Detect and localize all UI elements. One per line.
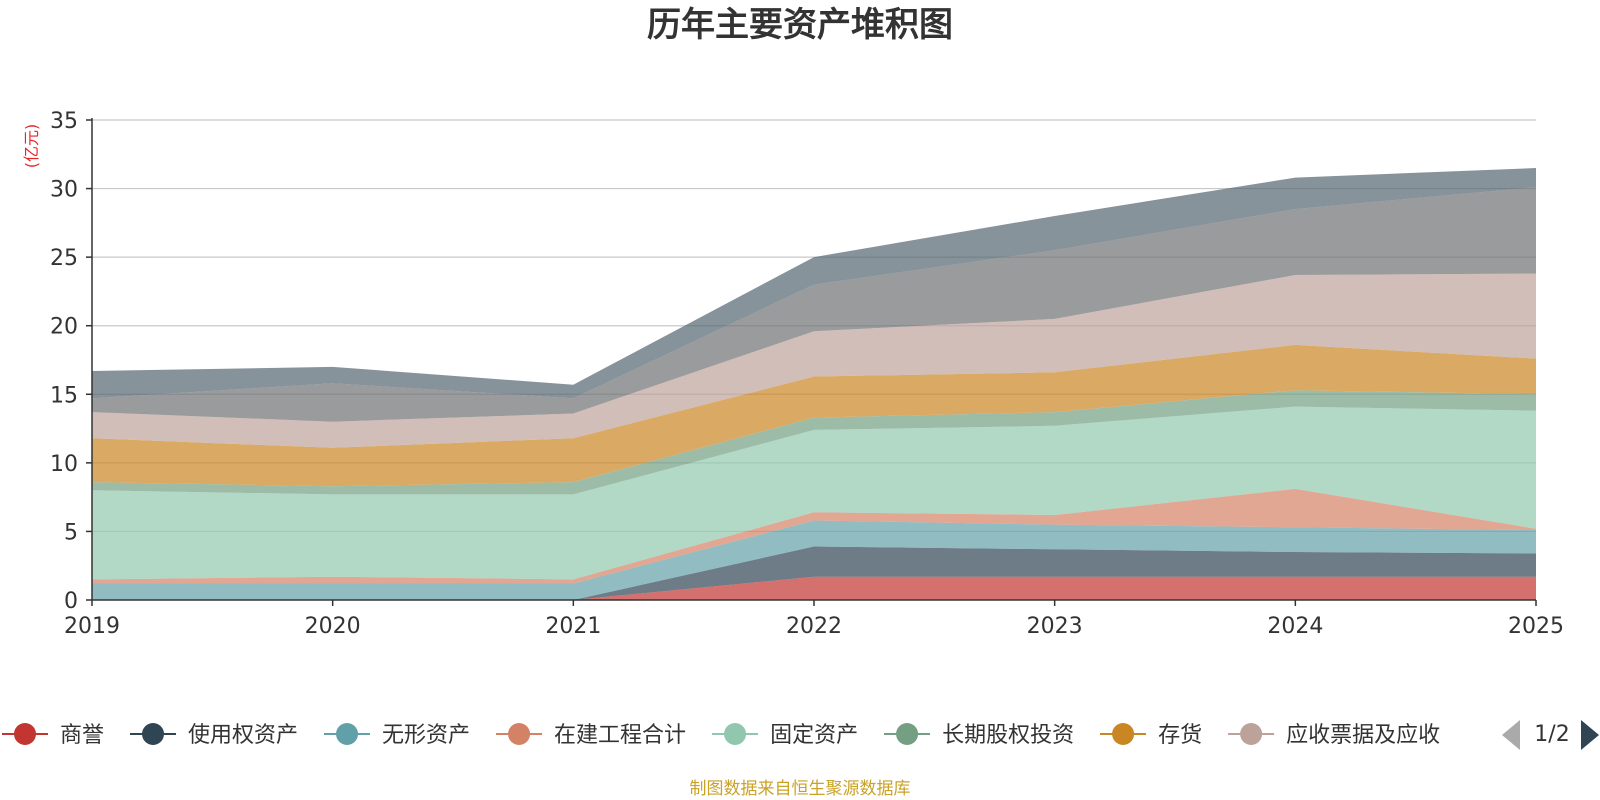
area-series-8 <box>92 273 1536 448</box>
legend-circle-marker <box>724 723 747 745</box>
area-series-layer <box>92 168 1536 600</box>
x-tick-label: 2019 <box>64 614 120 639</box>
x-tick-label: 2023 <box>1027 614 1083 639</box>
area-series-4 <box>92 488 1536 584</box>
legend-item[interactable]: 固定资产 <box>712 723 858 748</box>
y-tick-label: 25 <box>50 246 78 271</box>
area-series-7 <box>92 344 1536 487</box>
area-series-6 <box>92 390 1536 495</box>
legend-item[interactable]: 无形资产 <box>324 723 470 748</box>
area-series-5 <box>92 406 1536 580</box>
legend-circle-marker <box>896 723 919 745</box>
y-tick-label: 30 <box>50 178 78 203</box>
legend-label: 固定资产 <box>770 723 858 748</box>
legend-page-indicator: 1/2 <box>1534 722 1570 747</box>
y-tick-label: 20 <box>50 315 78 340</box>
legend-label: 应收票据及应收 <box>1286 723 1440 748</box>
legend-circle-marker <box>142 723 165 745</box>
legend-item[interactable]: 商誉 <box>2 723 104 748</box>
area-series-1 <box>92 576 1536 600</box>
y-axis-unit-label: (亿元) <box>22 124 41 169</box>
y-tick-label: 5 <box>64 520 78 545</box>
legend-pager: 1/2 <box>1497 718 1599 754</box>
y-tick-label: 15 <box>50 383 78 408</box>
x-tick-label: 2021 <box>545 614 601 639</box>
legend-next-page-icon[interactable] <box>1581 720 1599 750</box>
legend-item[interactable]: 存货 <box>1100 723 1202 748</box>
area-series-10 <box>92 168 1536 399</box>
legend-circle-marker <box>14 723 36 745</box>
x-tick-label: 2022 <box>786 614 842 639</box>
legend-item[interactable]: 在建工程合计 <box>496 723 686 748</box>
data-source-note: 制图数据来自恒生聚源数据库 <box>689 779 911 799</box>
legend: 商誉 使用权资产 无形资产 在建工程合计 固定资产 长期股权投资 存货 应收票据及应收 <box>2 723 1440 748</box>
legend-label: 使用权资产 <box>188 723 298 748</box>
area-series-2 <box>92 546 1536 600</box>
legend-circle-marker <box>508 723 531 745</box>
legend-item[interactable]: 使用权资产 <box>130 723 298 748</box>
legend-prev-page-icon[interactable] <box>1502 720 1520 750</box>
x-tick-label: 2025 <box>1508 614 1564 639</box>
area-series-3 <box>92 520 1536 600</box>
legend-label: 无形资产 <box>382 723 470 748</box>
y-tick-label: 10 <box>50 452 78 477</box>
legend-label: 长期股权投资 <box>942 723 1074 748</box>
area-series-9 <box>92 187 1536 422</box>
chart-title: 历年主要资产堆积图 <box>647 5 953 45</box>
x-tick-label: 2024 <box>1267 614 1323 639</box>
x-tick-label: 2020 <box>305 614 361 639</box>
legend-label: 商誉 <box>60 723 104 748</box>
legend-label: 存货 <box>1158 723 1202 748</box>
legend-circle-marker <box>336 723 359 745</box>
y-tick-label: 35 <box>50 109 78 134</box>
legend-circle-marker <box>1240 723 1263 745</box>
y-tick-label: 0 <box>64 589 78 614</box>
legend-item[interactable]: 长期股权投资 <box>884 723 1074 748</box>
legend-item[interactable]: 应收票据及应收 <box>1228 723 1440 748</box>
legend-label: 在建工程合计 <box>554 723 686 748</box>
legend-items: 商誉 使用权资产 无形资产 在建工程合计 固定资产 长期股权投资 存货 应收票据及应收 <box>2 723 1440 748</box>
legend-circle-marker <box>1112 723 1135 745</box>
